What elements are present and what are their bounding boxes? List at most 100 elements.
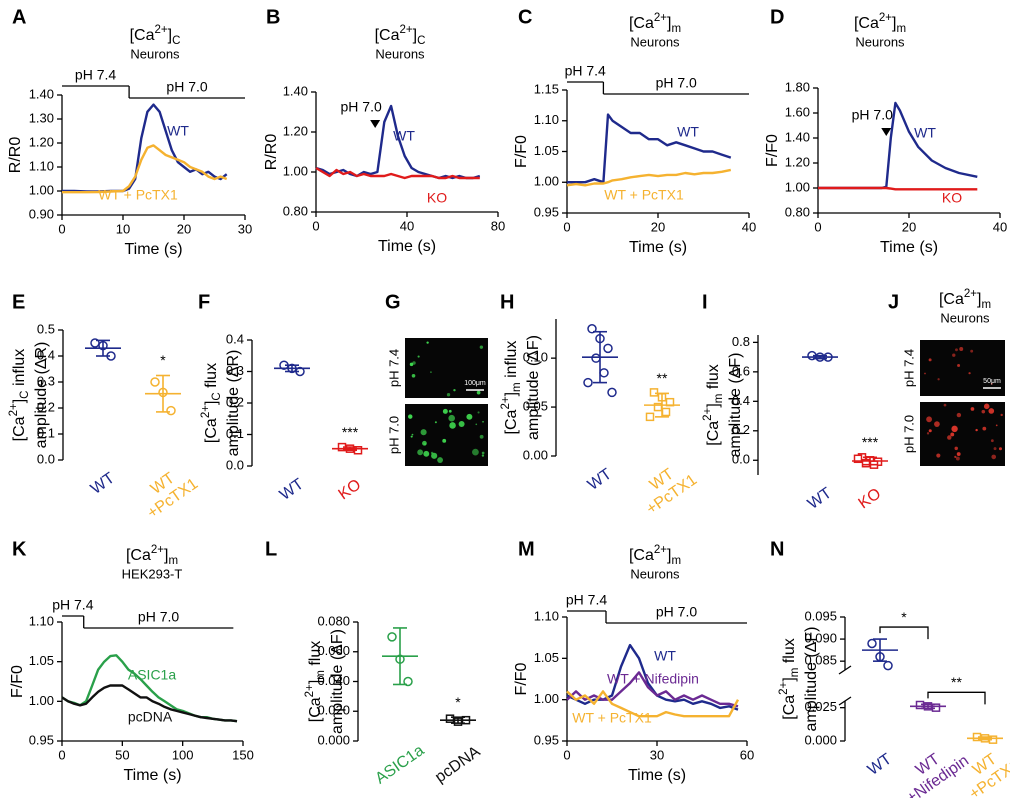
text-run: ] <box>307 680 324 684</box>
y-tick-label: 1.05 <box>29 653 54 668</box>
comparison-bracket <box>879 626 929 640</box>
y-tick-label: 0.2 <box>37 399 55 414</box>
cell <box>957 363 961 367</box>
y-tick-label: 1.80 <box>785 79 810 94</box>
cell <box>448 414 455 422</box>
panel-letter: L <box>265 538 277 560</box>
y-tick-label: 1.10 <box>29 158 54 173</box>
cell <box>446 393 451 397</box>
subscript: m <box>671 23 681 35</box>
data-point <box>150 377 160 387</box>
subscript: m <box>981 299 991 311</box>
cell <box>995 424 998 427</box>
protocol-label: pH 7.0 <box>656 604 697 620</box>
panel-subtitle: HEK293-T <box>122 566 183 581</box>
cell <box>954 455 957 458</box>
panel-title: [Ca2+]m <box>854 12 906 35</box>
data-point <box>599 368 609 378</box>
panel-letter: G <box>385 291 401 313</box>
y-tick-label: 0.05 <box>523 399 548 414</box>
cell <box>482 420 484 423</box>
data-point <box>387 632 397 642</box>
cell <box>449 422 456 429</box>
x-axis-label: Time (s) <box>378 238 436 255</box>
trace <box>567 113 732 184</box>
cell <box>420 429 427 436</box>
subscript: m <box>713 394 725 404</box>
significance: *** <box>342 424 359 440</box>
data-point <box>645 412 655 422</box>
y-tick-label: 1.00 <box>29 182 54 197</box>
panel-letter: D <box>770 6 784 28</box>
superscript: 2+ <box>654 12 667 24</box>
significance: ** <box>657 370 668 386</box>
text-run: [Ca <box>854 15 879 32</box>
cell <box>951 425 958 433</box>
protocol-label: pH 7.4 <box>566 592 607 608</box>
superscript: 2+ <box>702 407 714 420</box>
subscript: m <box>789 668 801 678</box>
text-run: ] <box>667 547 671 564</box>
text-run: ] <box>705 403 722 407</box>
text-run: influx <box>503 341 520 383</box>
cell <box>472 448 479 456</box>
panel-subtitle: Neurons <box>130 46 180 61</box>
data-point <box>607 387 617 398</box>
y-tick-label: 1.05 <box>534 143 559 158</box>
scale-bar-label: 50μm <box>983 378 1001 385</box>
superscript: 2+ <box>500 396 512 409</box>
cell <box>458 421 465 427</box>
y-tick-label: 0.3 <box>226 363 244 378</box>
cell <box>442 408 448 414</box>
data-point <box>166 405 176 416</box>
superscript: 2+ <box>304 684 316 697</box>
y-tick-label: 0.4 <box>732 393 750 408</box>
y-tick-label: 1.30 <box>29 110 54 125</box>
y-tick-label: 0.80 <box>283 203 308 218</box>
category-label: pcDNA <box>432 743 484 786</box>
series-label: WT + PcTX1 <box>98 187 178 203</box>
panel-title: [Ca2+]m <box>629 12 681 35</box>
text-run: [Ca <box>705 421 722 446</box>
text-run: [Ca <box>629 547 654 564</box>
y-tick-label: 0.80 <box>785 204 810 219</box>
text-run: influx <box>11 349 28 391</box>
y-axis-label: F/F0 <box>513 662 530 695</box>
series-label: pcDNA <box>128 709 173 725</box>
y-tick-label: 1.10 <box>534 608 559 623</box>
x-tick-label: 20 <box>651 219 665 234</box>
y-tick-label: 0.0 <box>37 451 55 466</box>
y-tick-label: 1.00 <box>534 691 559 706</box>
cell <box>426 341 429 344</box>
stimulus-label: pH 7.0 <box>852 107 893 123</box>
superscript: 2+ <box>151 544 164 556</box>
y-tick-label: 0.95 <box>29 732 54 747</box>
cell <box>409 362 414 367</box>
y-tick-label: 1.10 <box>29 613 54 628</box>
axis-break <box>838 665 852 675</box>
superscript: 2+ <box>8 403 20 416</box>
cell <box>476 390 481 395</box>
axis-break <box>838 696 852 706</box>
y-tick-label: 1.05 <box>534 650 559 665</box>
panel-letter: B <box>266 6 280 28</box>
category-label: KO <box>855 485 884 512</box>
text-run: ] <box>168 27 172 44</box>
panel-letter: C <box>518 6 532 28</box>
category-label: WT <box>88 470 118 498</box>
text-run: flux <box>307 641 324 670</box>
panel-letter: A <box>12 6 26 28</box>
data-point <box>591 353 601 363</box>
y-tick-label: 0.10 <box>523 350 548 365</box>
cell <box>926 432 930 435</box>
y-tick-label: 1.20 <box>785 154 810 169</box>
y-tick-label: 0.0 <box>732 452 750 467</box>
y-axis-label: F/F0 <box>513 135 530 168</box>
subscript: C <box>211 392 223 400</box>
cell <box>950 432 955 437</box>
panel-letter: F <box>198 291 210 313</box>
y-tick-label: 0.080 <box>317 613 350 628</box>
cell <box>437 457 444 463</box>
series-label: WT + Nifedipin <box>607 671 699 687</box>
